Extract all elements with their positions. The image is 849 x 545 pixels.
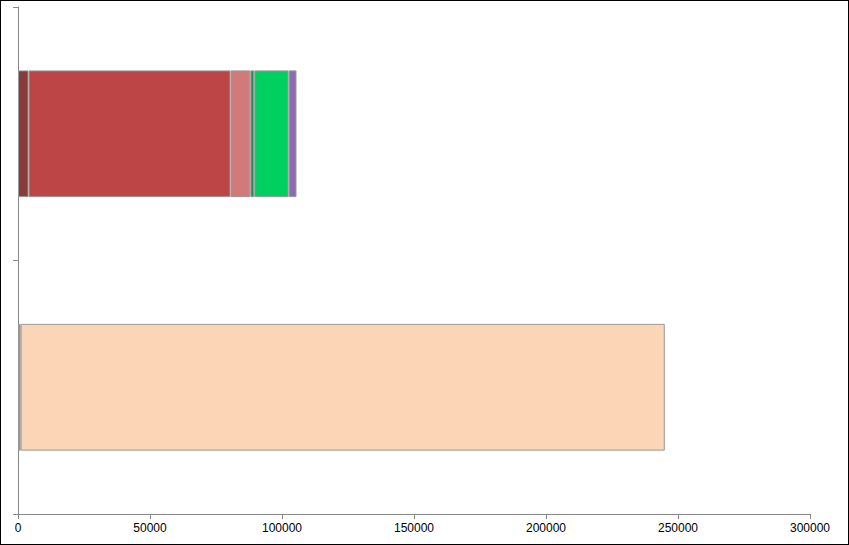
svg-text:50000: 50000 <box>133 521 167 535</box>
svg-text:200000: 200000 <box>526 521 566 535</box>
svg-text:250000: 250000 <box>658 521 698 535</box>
svg-text:0: 0 <box>15 521 22 535</box>
svg-text:150000: 150000 <box>394 521 434 535</box>
svg-text:100000: 100000 <box>262 521 302 535</box>
svg-text:300000: 300000 <box>790 521 830 535</box>
